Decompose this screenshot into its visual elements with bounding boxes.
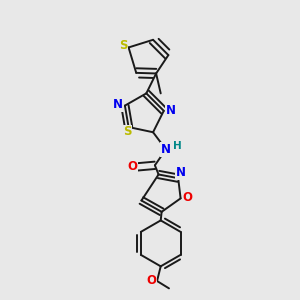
Text: O: O <box>127 160 137 173</box>
Text: N: N <box>161 143 171 156</box>
Text: N: N <box>113 98 123 112</box>
Text: S: S <box>119 39 127 52</box>
Text: O: O <box>182 191 192 204</box>
Text: H: H <box>173 141 182 151</box>
Text: N: N <box>176 166 186 179</box>
Text: S: S <box>123 125 131 138</box>
Text: N: N <box>166 104 176 117</box>
Text: O: O <box>146 274 157 286</box>
